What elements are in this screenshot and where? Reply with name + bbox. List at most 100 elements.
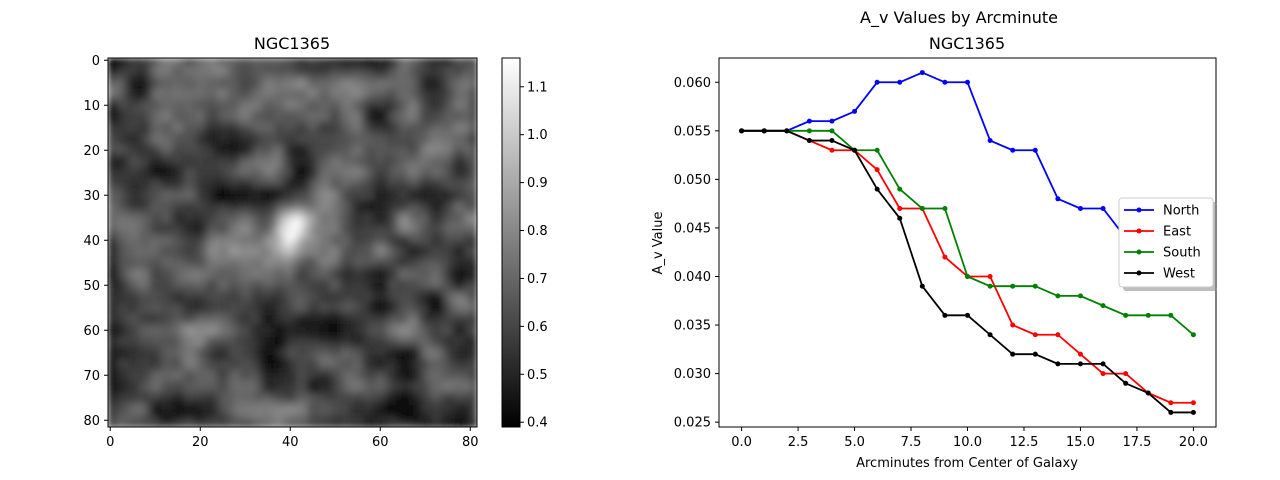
heatmap-cell [432, 229, 438, 235]
heatmap-cell [135, 233, 141, 239]
heatmap-cell [279, 80, 285, 86]
heatmap-cell [337, 121, 343, 127]
heatmap-cell [301, 256, 307, 262]
heatmap-cell [468, 256, 474, 262]
heatmap-cell [112, 287, 118, 293]
heatmap-cell [189, 170, 195, 176]
heatmap-cell [238, 310, 244, 316]
heatmap-cell [364, 287, 370, 293]
heatmap-cell [405, 80, 411, 86]
heatmap-cell [324, 161, 330, 167]
heatmap-cell [247, 220, 253, 226]
heatmap-cell [378, 161, 384, 167]
heatmap-cell [324, 287, 330, 293]
heatmap-cell [184, 157, 190, 163]
heatmap-cell [463, 323, 469, 329]
heatmap-cell [283, 166, 289, 172]
heatmap-cell [225, 139, 231, 145]
heatmap-cell [463, 265, 469, 271]
heatmap-cell [450, 256, 456, 262]
heatmap-cell [180, 179, 186, 185]
heatmap-cell [126, 107, 132, 113]
heatmap-cell [126, 80, 132, 86]
heatmap-cell [324, 157, 330, 163]
heatmap-cell [229, 274, 235, 280]
heatmap-cell [180, 134, 186, 140]
heatmap-cell [306, 80, 312, 86]
heatmap-cell [148, 283, 154, 289]
heatmap-cell [130, 242, 136, 248]
heatmap-cell [360, 305, 366, 311]
heatmap-cell [418, 166, 424, 172]
heatmap-cell [112, 301, 118, 307]
heatmap-cell [261, 220, 267, 226]
heatmap-cell [225, 301, 231, 307]
heatmap-cell [328, 143, 334, 149]
heatmap-cell [441, 319, 447, 325]
heatmap-cell [121, 269, 127, 275]
heatmap-cell [360, 152, 366, 158]
heatmap-cell [112, 305, 118, 311]
heatmap-cell [468, 202, 474, 208]
heatmap-cell [184, 94, 190, 100]
heatmap-cell [396, 310, 402, 316]
heatmap-cell [315, 98, 321, 104]
heatmap-cell [139, 143, 145, 149]
heatmap-cell [364, 215, 370, 221]
heatmap-cell [144, 220, 150, 226]
heatmap-cell [130, 269, 136, 275]
heatmap-cell [423, 292, 429, 298]
heatmap-cell [139, 94, 145, 100]
heatmap-cell [306, 98, 312, 104]
heatmap-cell [216, 211, 222, 217]
heatmap-cell [135, 71, 141, 77]
heatmap-cell [193, 184, 199, 190]
heatmap-cell [333, 323, 339, 329]
heatmap-cell [157, 94, 163, 100]
heatmap-cell [144, 323, 150, 329]
heatmap-cell [117, 152, 123, 158]
heatmap-cell [342, 260, 348, 266]
heatmap-cell [202, 278, 208, 284]
heatmap-cell [441, 278, 447, 284]
heatmap-cell [288, 139, 294, 145]
heatmap-cell [157, 143, 163, 149]
heatmap-cell [468, 76, 474, 82]
heatmap-cell [202, 224, 208, 230]
heatmap-cell [252, 152, 258, 158]
heatmap-cell [243, 319, 249, 325]
heatmap-cell [450, 247, 456, 253]
heatmap-cell [220, 148, 226, 154]
heatmap-cell [256, 274, 262, 280]
heatmap-cell [283, 296, 289, 302]
heatmap-cell [355, 287, 361, 293]
heatmap-cell [130, 143, 136, 149]
heatmap-cell [414, 319, 420, 325]
heatmap-cell [436, 260, 442, 266]
heatmap-cell [427, 121, 433, 127]
heatmap-cell [270, 125, 276, 131]
heatmap-cell [450, 193, 456, 199]
heatmap-cell [220, 157, 226, 163]
heatmap-cell [337, 269, 343, 275]
heatmap-cell [148, 85, 154, 91]
heatmap-cell [288, 112, 294, 118]
heatmap-cell [306, 314, 312, 320]
heatmap-cell [184, 265, 190, 271]
heatmap-cell [400, 188, 406, 194]
heatmap-cell [261, 202, 267, 208]
heatmap-cell [328, 256, 334, 262]
heatmap-cell [391, 112, 397, 118]
heatmap-cell [369, 242, 375, 248]
heatmap-cell [387, 85, 393, 91]
heatmap-cell [373, 242, 379, 248]
heatmap-cell [301, 107, 307, 113]
heatmap-cell [207, 328, 213, 334]
heatmap-cell [423, 310, 429, 316]
heatmap-cell [234, 170, 240, 176]
heatmap-cell [108, 116, 114, 122]
heatmap-cell [436, 98, 442, 104]
heatmap-cell [427, 107, 433, 113]
heatmap-cell [373, 71, 379, 77]
heatmap-cell [121, 202, 127, 208]
